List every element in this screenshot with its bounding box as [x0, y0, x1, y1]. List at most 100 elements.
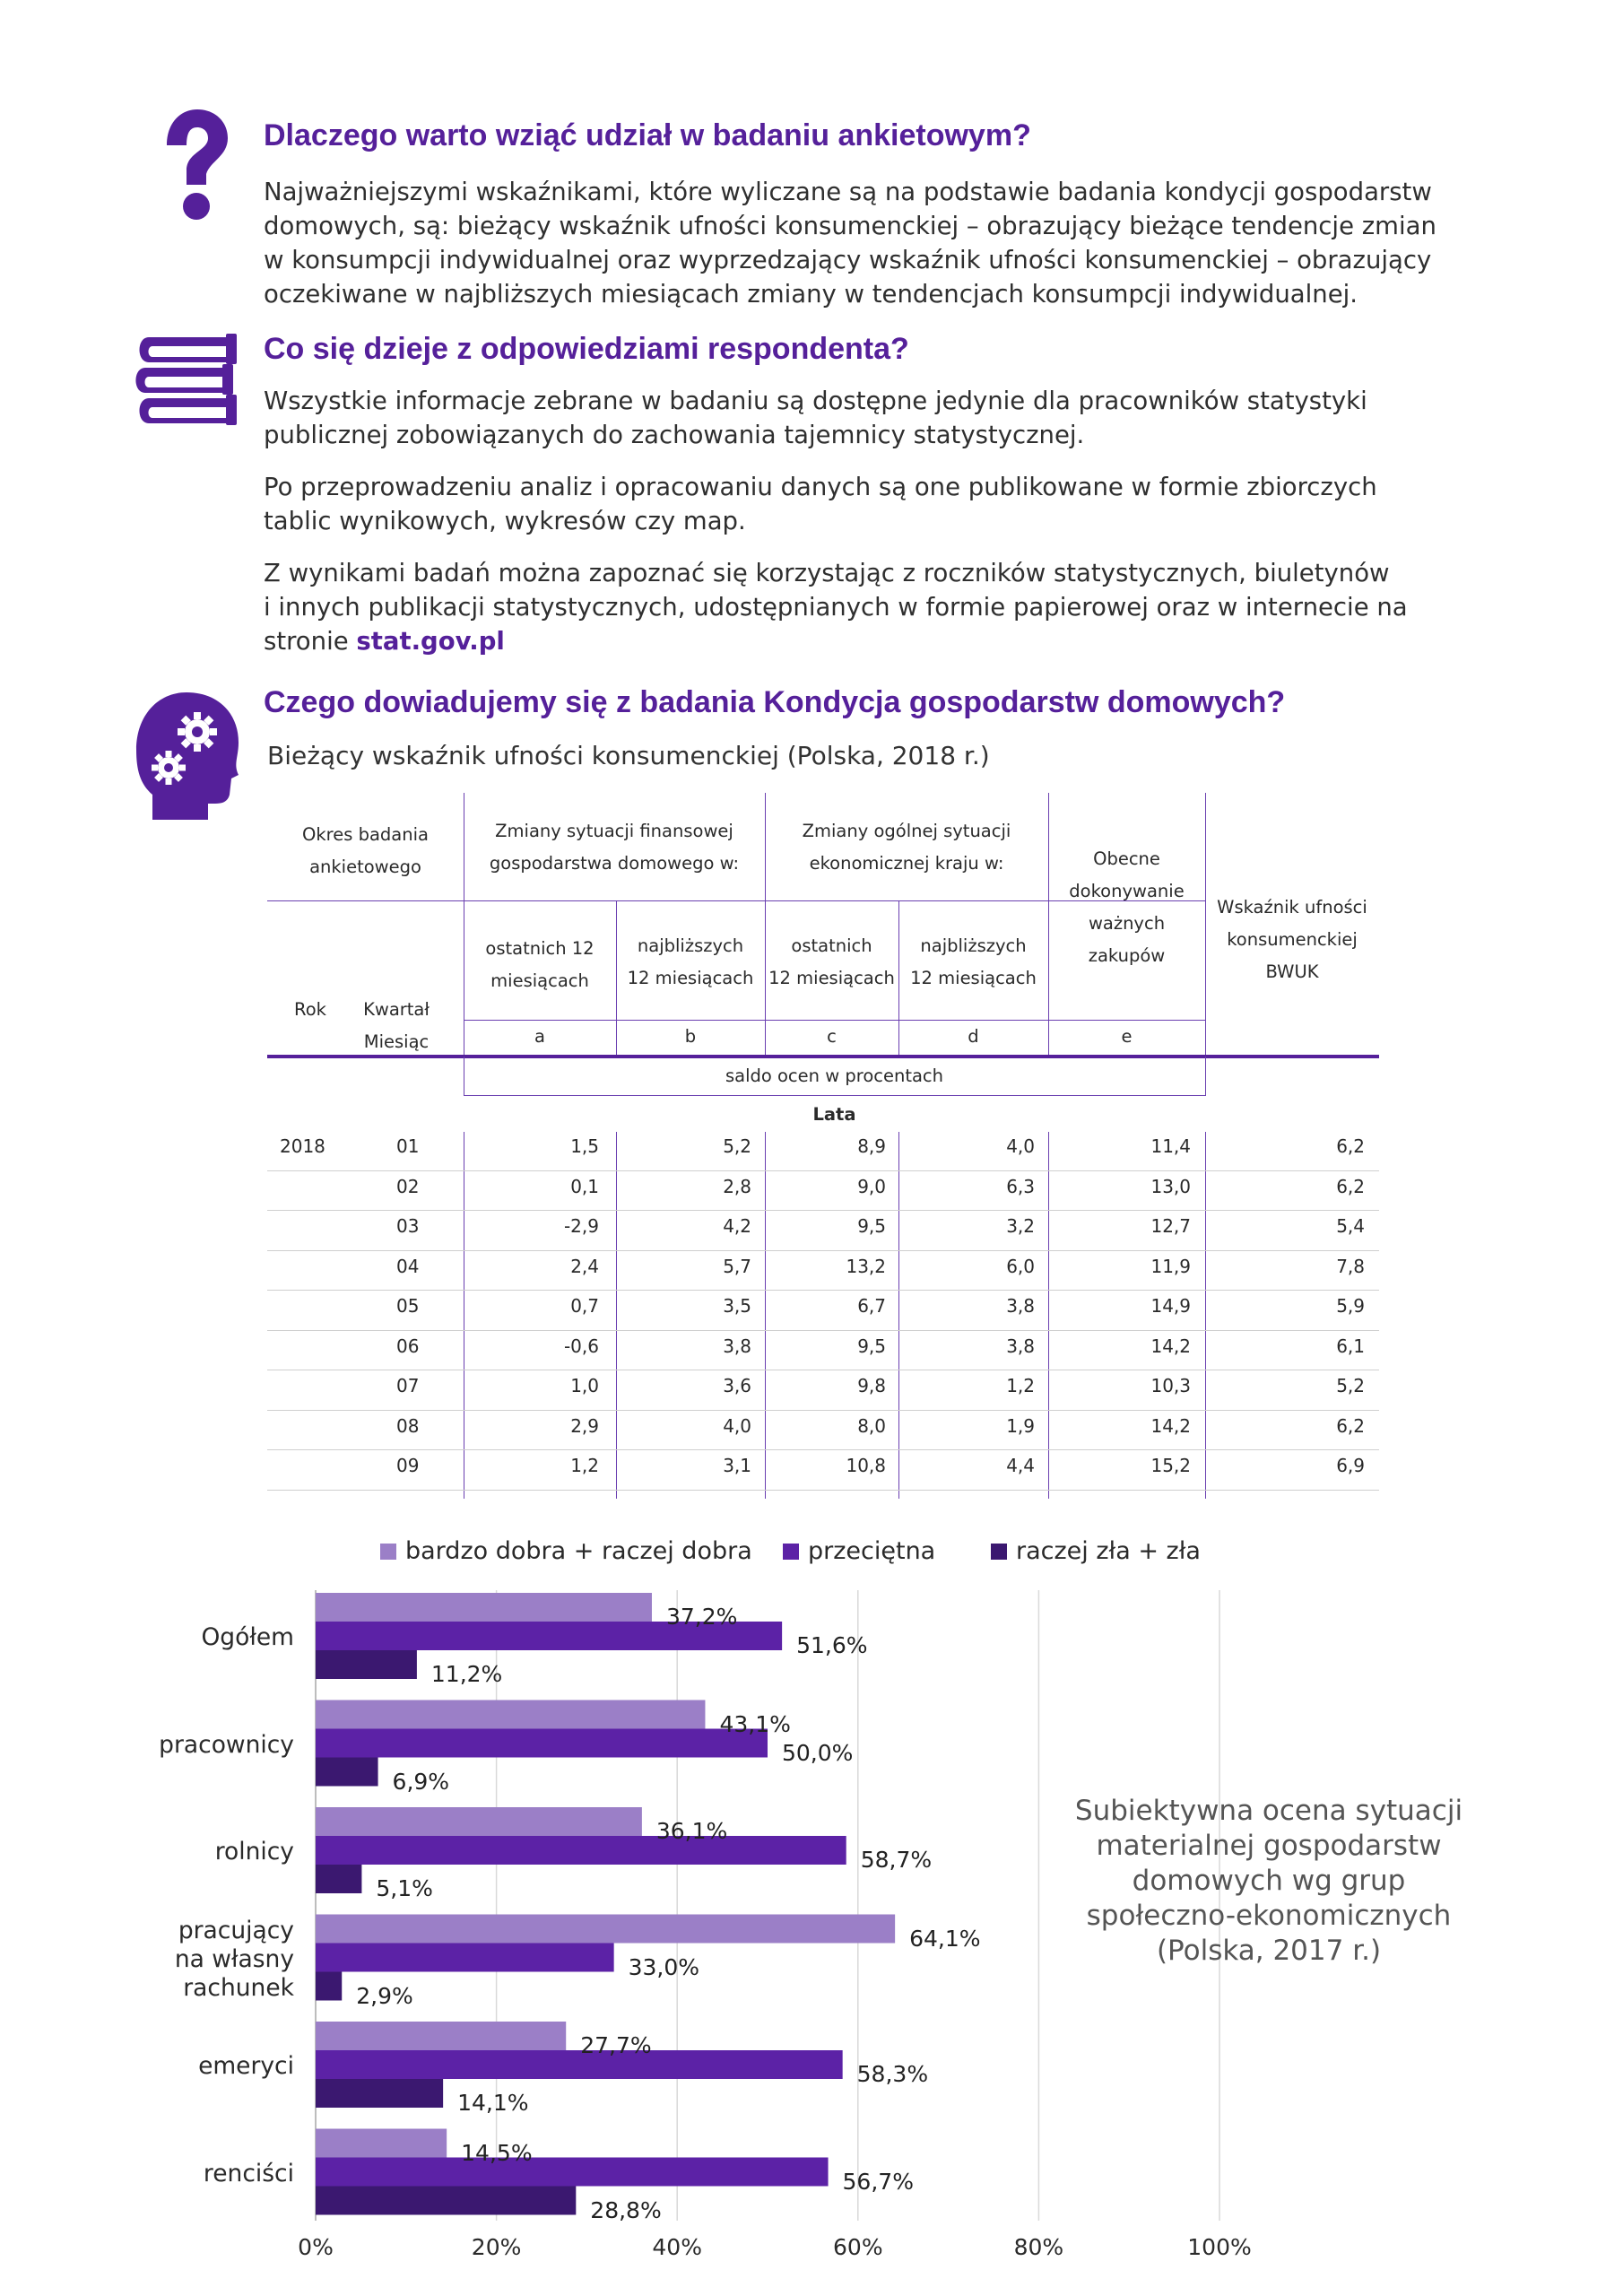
table-cell: 1,2	[1006, 1375, 1035, 1396]
header-text: ostatnich 12	[485, 938, 595, 959]
category-label: renciści	[204, 2160, 294, 2188]
category-label: emeryci	[198, 2052, 294, 2081]
table-cell: 3,1	[723, 1455, 751, 1476]
header-text: Zmiany ogólnej sytuacji	[802, 821, 1011, 841]
header-period: Okres badania ankietowego	[267, 819, 464, 883]
paragraph-line: Z wynikami badań można zapoznać się korz…	[264, 559, 1390, 587]
legend-item-bad: raczej zła + zła	[991, 1537, 1201, 1565]
section-heading-results: Czego dowiadujemy się z badania Kondycja…	[264, 685, 1286, 719]
section-responses-paragraph-3: Z wynikami badań można zapoznać się korz…	[264, 556, 1408, 658]
table-cell: 6,2	[1336, 1135, 1365, 1157]
paragraph-line: oczekiwane w najbliższych miesiącach zmi…	[264, 280, 1358, 309]
category-label-line: renciści	[203, 2159, 294, 2187]
table-cell: 6,3	[1006, 1175, 1035, 1197]
bar-value-label: 50,0%	[782, 1739, 854, 1766]
bar	[316, 1757, 378, 1787]
table-cell: 04	[396, 1255, 420, 1277]
header-text: Okres badania	[302, 824, 429, 845]
category-label-line: na własny	[174, 1944, 294, 1973]
header-year: Rok	[285, 994, 335, 1026]
paragraph-line: i innych publikacji statystycznych, udos…	[264, 593, 1408, 622]
chart-title-line: społeczno-ekonomicznych	[1086, 1900, 1452, 1932]
bar	[316, 2128, 447, 2158]
bar-value-label: 58,7%	[860, 1847, 933, 1873]
paragraph-text: stronie	[264, 627, 357, 656]
section-why-paragraph: Najważniejszymi wskaźnikami, które wylic…	[264, 175, 1436, 311]
header-text: 12 miesiącach	[910, 968, 1037, 988]
category-label-line: pracujący	[178, 1916, 294, 1944]
header-text: ekonomicznej kraju w:	[809, 853, 1004, 874]
header-letter: d	[968, 1026, 979, 1047]
table-cell: 4,0	[1006, 1135, 1035, 1157]
x-tick-label: 40%	[652, 2234, 702, 2260]
table-cell: 9,0	[857, 1175, 886, 1197]
table-cell: 09	[396, 1455, 420, 1476]
table-cell: -0,6	[563, 1335, 599, 1357]
header-d: najbliższych 12 miesiącach	[898, 930, 1048, 995]
table-cell: 3,5	[723, 1295, 751, 1317]
table-cell: 6,1	[1336, 1335, 1365, 1357]
legend-label: bardzo dobra + raczej dobra	[405, 1537, 752, 1565]
legend-item-good: bardzo dobra + raczej dobra	[380, 1537, 752, 1565]
table-cell: 0,7	[570, 1295, 599, 1317]
table-cell: 4,0	[723, 1414, 751, 1437]
table-cell: 6,2	[1336, 1414, 1365, 1437]
paragraph-line: w konsumpcji indywidualnej oraz wyprzedz…	[264, 246, 1432, 274]
table-cell: 13,0	[1150, 1175, 1191, 1197]
table-cell: 4,2	[723, 1215, 751, 1237]
category-label-line: rachunek	[183, 1973, 294, 2002]
paragraph-line: Po przeprowadzeniu analiz i opracowaniu …	[264, 473, 1377, 501]
row-divider	[267, 1290, 1379, 1291]
table-cell: 2,9	[570, 1414, 599, 1437]
table-column-divider	[765, 1132, 766, 1499]
legend-swatch	[783, 1544, 799, 1560]
header-text: gospodarstwa domowego w:	[489, 853, 740, 874]
bar-value-label: 58,3%	[856, 2061, 929, 2087]
table-cell: -2,9	[563, 1215, 599, 1237]
question-icon	[167, 109, 228, 220]
header-c: ostatnich 12 miesiącach	[765, 930, 898, 995]
table-cell: 3,8	[1006, 1335, 1035, 1357]
header-text: konsumenckiej	[1227, 929, 1358, 950]
chart-title-line: Subiektywna ocena sytuacji	[1074, 1795, 1463, 1827]
bar-value-label: 36,1%	[655, 1818, 728, 1844]
table-cell: 5,9	[1336, 1295, 1365, 1317]
bar-value-label: 33,0%	[628, 1953, 700, 1980]
section-heading-why: Dlaczego warto wziąć udział w badaniu an…	[264, 118, 1031, 152]
header-text: Rok	[294, 999, 326, 1020]
bar-value-label: 56,7%	[842, 2168, 914, 2195]
bar	[316, 1650, 417, 1679]
table-column-divider	[616, 1132, 617, 1499]
header-text: 12 miesiącach	[627, 968, 754, 988]
bar-value-label: 14,1%	[457, 2090, 529, 2116]
bar	[316, 1622, 783, 1650]
x-tick-label: 20%	[471, 2234, 522, 2260]
header-text: najbliższych	[637, 935, 744, 956]
bar-value-label: 27,7%	[580, 2032, 652, 2058]
bar	[316, 1865, 362, 1893]
paragraph-line: domowych, są: bieżący wskaźnik ufności k…	[264, 212, 1436, 240]
table-cell: 10,8	[846, 1455, 886, 1476]
bar-value-label: 5,1%	[376, 1875, 433, 1901]
table-cell: 06	[396, 1335, 420, 1357]
row-divider	[267, 1409, 1379, 1411]
table-cell: 12,7	[1150, 1215, 1191, 1237]
table-column-divider	[898, 1132, 899, 1499]
x-tick-label: 100%	[1187, 2234, 1252, 2260]
bar	[316, 1807, 642, 1836]
bar	[316, 2157, 829, 2187]
header-years: Lata	[812, 1104, 856, 1125]
header-unit: saldo ocen w procentach	[725, 1065, 944, 1086]
chart-title-line: materialnej gospodarstw	[1096, 1830, 1442, 1862]
x-tick-label: 80%	[1013, 2234, 1064, 2260]
bar	[316, 1593, 652, 1622]
header-household-finances: Zmiany sytuacji finansowej gospodarstwa …	[464, 815, 765, 880]
row-divider	[267, 1329, 1379, 1331]
header-letter: e	[1121, 1026, 1133, 1047]
stat-gov-link[interactable]: stat.gov.pl	[356, 627, 505, 656]
header-text: Obecne	[1093, 848, 1160, 869]
table-cell: 11,4	[1150, 1135, 1191, 1157]
category-label-line: rolnicy	[214, 1838, 294, 1866]
bar-value-label: 14,5%	[461, 2139, 533, 2166]
table-cell: 9,5	[857, 1215, 886, 1237]
